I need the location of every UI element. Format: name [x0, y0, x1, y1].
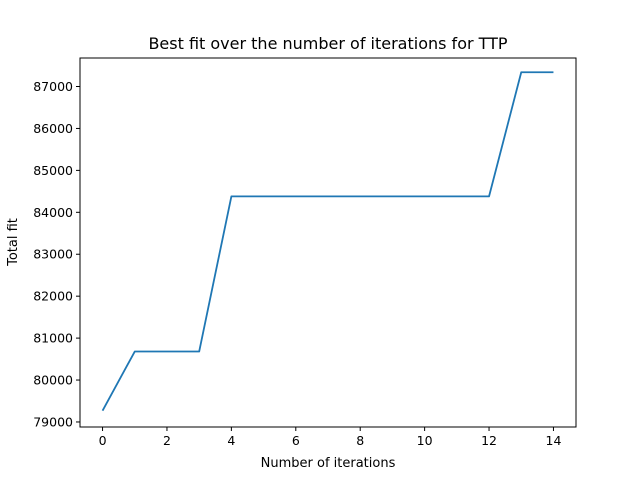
- y-tick-label: 79000: [33, 414, 73, 429]
- y-tick-label: 85000: [33, 163, 73, 178]
- y-axis-label: Total fit: [6, 218, 21, 267]
- x-tick-label: 8: [356, 433, 364, 448]
- x-axis-label: Number of iterations: [261, 456, 396, 471]
- y-tick-label: 82000: [33, 289, 73, 304]
- y-tick-label: 81000: [33, 331, 73, 346]
- y-tick-label: 87000: [33, 79, 73, 94]
- x-tick-label: 0: [99, 433, 107, 448]
- x-tick-label: 10: [417, 433, 433, 448]
- series-line-0: [101, 71, 554, 412]
- y-tick-label: 86000: [33, 121, 73, 136]
- x-tick-label: 4: [227, 433, 235, 448]
- x-tick-label: 2: [163, 433, 171, 448]
- y-tick-label: 83000: [33, 247, 73, 262]
- y-tick-label: 84000: [33, 205, 73, 220]
- y-tick-label: 80000: [33, 373, 73, 388]
- x-tick-label: 14: [546, 433, 562, 448]
- x-tick-label: 6: [292, 433, 300, 448]
- plot-area: [79, 57, 577, 428]
- x-tick-label: 12: [481, 433, 497, 448]
- x-axis: 0 2 4 6 8 10 12 14: [99, 427, 562, 448]
- chart-title: Best fit over the number of iterations f…: [148, 34, 507, 53]
- y-axis: 79000 80000 81000 82000 83000 84000 85000 86000…: [33, 79, 80, 429]
- axes-frame: [79, 57, 577, 428]
